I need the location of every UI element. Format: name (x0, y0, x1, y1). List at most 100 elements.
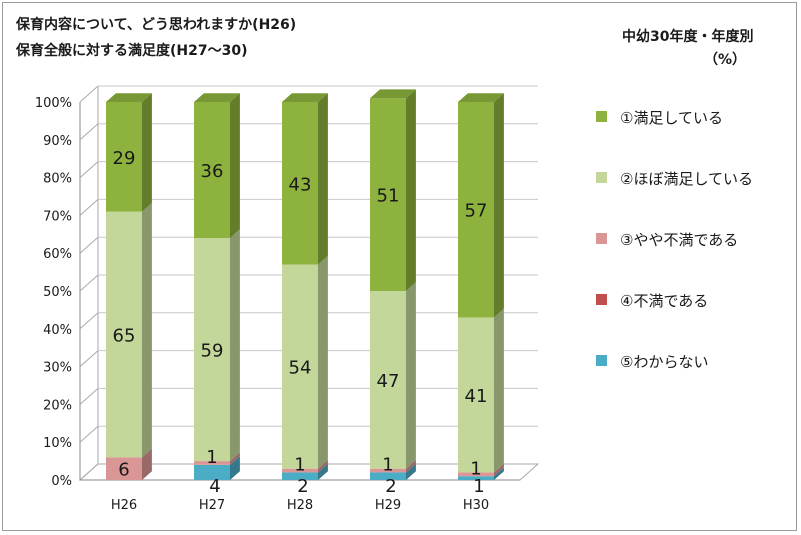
bar-segment (106, 457, 142, 480)
bar-segment (282, 264, 318, 469)
y-tick-label: 60% (43, 247, 72, 262)
data-label: 54 (289, 358, 312, 379)
bar-segment (282, 102, 318, 265)
y-tick-label: 70% (43, 209, 72, 224)
side-gridline (79, 85, 99, 103)
x-tick-label: H27 (199, 498, 225, 513)
legend-label: ③やや不満である (620, 231, 739, 249)
chart-title-line1: 保育内容について、どう思われますか(H26) (16, 17, 297, 33)
legend-label: ⑤わからない (620, 353, 709, 371)
chart-title-line2: 保育全般に対する満足度(H27～30) (16, 43, 248, 59)
bar-segment-side (230, 93, 240, 239)
y-tick-label: 90% (43, 134, 72, 149)
bar-segment (106, 102, 142, 212)
bar-segment (458, 476, 494, 480)
bar-segment (194, 464, 230, 480)
bar-segment-side (406, 282, 416, 469)
bar-top-cap (370, 89, 416, 99)
y-tick-label: 80% (43, 172, 72, 187)
y-tick-label: 50% (43, 285, 72, 300)
chart-unit-label: （%） (704, 52, 747, 68)
side-gridline (79, 123, 99, 141)
data-label: 65 (113, 325, 136, 346)
x-tick-label: H30 (463, 498, 489, 513)
data-label: 4 (209, 476, 220, 497)
bar-segment-side (494, 93, 504, 318)
bar-top-cap (458, 93, 504, 102)
bar-segment-side (142, 448, 152, 480)
chart-subtitle-line1: 中幼30年度・年度別 (622, 29, 754, 45)
y-tick-label: 10% (43, 436, 72, 451)
data-label: 36 (201, 161, 224, 182)
bar-segment-side (494, 467, 504, 480)
bar-segment-side (406, 459, 416, 473)
data-label: 43 (289, 174, 312, 195)
data-label: 1 (470, 458, 481, 479)
bar-segment-side (494, 308, 504, 473)
side-gridline (79, 199, 99, 216)
bar-segment (282, 472, 318, 480)
bar-segment-side (494, 463, 504, 477)
bar-segment-side (406, 89, 416, 291)
bar-top-cap (282, 93, 328, 102)
data-label: 1 (382, 455, 393, 476)
bar-segment (194, 102, 230, 239)
y-tick-label: 0% (51, 474, 72, 489)
data-label: 1 (473, 476, 484, 497)
y-tick-label: 40% (43, 323, 72, 338)
bar-segment-side (142, 202, 152, 458)
x-tick-label: H26 (111, 498, 137, 513)
y-tick-label: 30% (43, 361, 72, 376)
legend-swatch (596, 111, 607, 122)
side-gridline (79, 236, 99, 254)
side-gridline (79, 312, 99, 330)
bar-segment (194, 461, 230, 465)
bar-segment-side (230, 456, 240, 480)
y-tick-label: 100% (35, 96, 72, 111)
legend-swatch (596, 355, 607, 366)
bar-segment-side (318, 463, 328, 480)
bar-segment (458, 317, 494, 473)
bar-segment-side (142, 93, 152, 212)
legend-label: ①満足している (620, 109, 723, 127)
legend-swatch (596, 233, 607, 244)
bar-segment-side (230, 229, 240, 462)
bar-segment (458, 102, 494, 318)
data-label: 6 (118, 460, 129, 481)
legend-label: ④不満である (620, 292, 709, 310)
side-gridline (79, 388, 99, 405)
data-label: 2 (385, 476, 396, 497)
bar-segment-side (230, 452, 240, 465)
bar-segment (370, 98, 406, 291)
bar-segment-side (406, 463, 416, 480)
bar-segment (370, 472, 406, 480)
data-label: 51 (377, 186, 400, 207)
bar-top-cap (194, 93, 240, 102)
bar-top-cap (106, 93, 152, 102)
side-gridline (79, 274, 99, 292)
bar-segment (370, 291, 406, 469)
data-label: 2 (297, 476, 308, 497)
x-tick-label: H29 (375, 498, 401, 513)
y-tick-label: 20% (43, 398, 72, 413)
data-label: 1 (206, 447, 217, 468)
legend-swatch (596, 294, 607, 305)
side-gridline (79, 425, 99, 443)
side-gridline (79, 161, 99, 178)
bar-segment (370, 468, 406, 473)
data-label: 57 (465, 201, 488, 222)
bar-segment-side (318, 255, 328, 469)
bar-segment (282, 468, 318, 473)
data-label: 47 (377, 371, 400, 392)
data-label: 41 (465, 386, 488, 407)
legend-swatch (596, 172, 607, 183)
data-label: 59 (201, 341, 224, 362)
bar-segment (106, 211, 142, 458)
bar-segment-side (318, 93, 328, 265)
data-label: 29 (113, 148, 136, 169)
bar-segment (458, 472, 494, 477)
legend-label: ②ほぼ満足している (620, 170, 753, 188)
bar-segment-side (318, 459, 328, 473)
bar-segment (194, 238, 230, 462)
side-gridline (79, 350, 99, 367)
